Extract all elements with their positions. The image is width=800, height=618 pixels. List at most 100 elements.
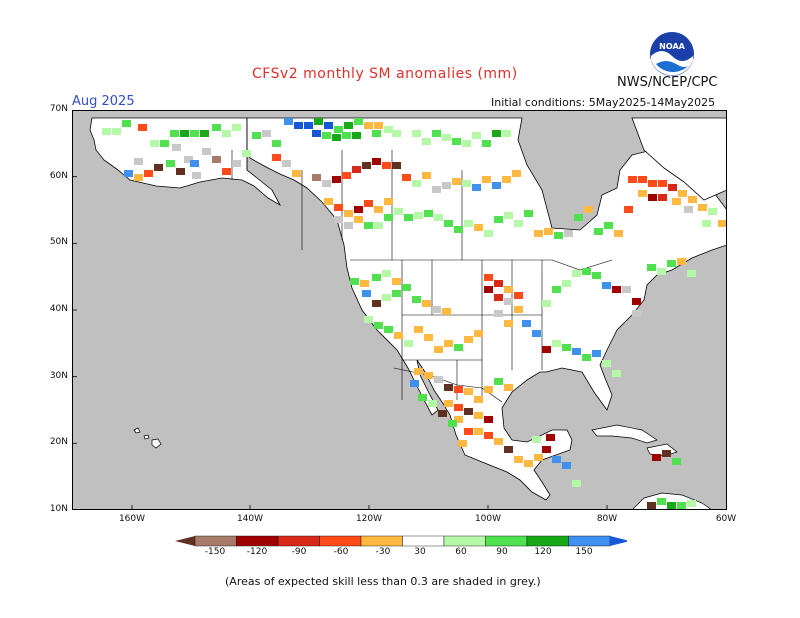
anomaly-cell (592, 272, 601, 279)
initial-conditions-label: Initial conditions: 5May2025-14May2025 (491, 96, 716, 109)
anomaly-cell (494, 438, 503, 445)
colorbar (175, 535, 627, 547)
anomaly-cell (542, 346, 551, 353)
anomaly-cell (272, 140, 281, 147)
anomaly-cell (354, 216, 363, 223)
anomaly-cell (412, 180, 421, 187)
anomaly-cell (584, 206, 593, 213)
anomaly-cell (414, 368, 423, 375)
anomaly-cell (454, 386, 463, 393)
cuba-landmass (591, 424, 658, 444)
anomaly-cell (532, 436, 541, 443)
anomaly-cell (454, 404, 463, 411)
anomaly-cell (562, 280, 571, 287)
anomaly-cell (622, 286, 631, 293)
anomaly-cell (190, 130, 199, 137)
anomaly-cell (472, 132, 481, 139)
anomaly-cell (444, 384, 453, 391)
anomaly-cell (334, 204, 343, 211)
anomaly-cell (484, 274, 493, 281)
lon-label-80w: 80W (596, 514, 618, 524)
anomaly-cell (484, 416, 493, 423)
anomaly-cell (657, 498, 666, 505)
valid-month-label: Aug 2025 (72, 94, 135, 109)
anomaly-cell (364, 122, 373, 129)
anomaly-cell (662, 450, 671, 457)
anomaly-cell (418, 394, 427, 401)
anomaly-cell (667, 260, 676, 267)
anomaly-cell (170, 130, 179, 137)
anomaly-cell (474, 412, 483, 419)
anomaly-cell (362, 290, 371, 297)
anomaly-cell (384, 198, 393, 205)
lon-label-60w: 60W (715, 514, 737, 524)
anomaly-cell (514, 456, 523, 463)
lat-label-60n: 60N (49, 171, 68, 181)
anomaly-cell (628, 176, 637, 183)
anomaly-cell (190, 160, 199, 167)
anomaly-cell (474, 224, 483, 231)
anomaly-cell (464, 388, 473, 395)
anomaly-cell (402, 174, 411, 181)
lon-label-160w: 160W (118, 514, 146, 524)
anomaly-cell (432, 130, 441, 137)
anomaly-cell (452, 178, 461, 185)
anomaly-cell (494, 280, 503, 287)
colorbar-label: 120 (534, 547, 552, 557)
anomaly-cell (542, 300, 551, 307)
anomaly-cell (422, 300, 431, 307)
lat-label-40n: 40N (49, 304, 68, 314)
anomaly-cell (582, 354, 591, 361)
anomaly-cell (444, 400, 453, 407)
anomaly-cell (432, 186, 441, 193)
anomaly-cell (154, 164, 163, 171)
anomaly-cell (464, 428, 473, 435)
lat-label-70n: 70N (49, 104, 68, 114)
anomaly-cell (482, 140, 491, 147)
anomaly-cell (484, 432, 493, 439)
anomaly-cell (544, 228, 553, 235)
anomaly-cell (404, 214, 413, 221)
anomaly-cell (514, 306, 523, 313)
anomaly-cell (474, 396, 483, 403)
anomaly-cell (304, 122, 313, 129)
anomaly-cell (632, 298, 641, 305)
anomaly-cell (648, 180, 657, 187)
anomaly-cell (648, 194, 657, 201)
anomaly-cell (412, 296, 421, 303)
anomaly-cell (332, 134, 341, 141)
anomaly-cell (402, 284, 411, 291)
anomaly-cell (374, 206, 383, 213)
anomaly-cell (428, 400, 437, 407)
anomaly-cell (672, 198, 681, 205)
anomaly-cell (392, 130, 401, 137)
anomaly-cell (422, 138, 431, 145)
anomaly-cell (352, 166, 361, 173)
colorbar-segment (402, 535, 445, 547)
anomaly-cell (384, 214, 393, 221)
anomaly-cell (504, 320, 513, 327)
anomaly-cell (384, 326, 393, 333)
anomaly-cell (202, 148, 211, 155)
anomaly-cell (492, 130, 501, 137)
anomaly-cell (572, 348, 581, 355)
anomaly-cell (364, 200, 373, 207)
anomaly-cell (432, 306, 441, 313)
anomaly-cell (514, 292, 523, 299)
anomaly-cell (542, 446, 551, 453)
anomaly-cell (414, 212, 423, 219)
anomaly-cell (382, 162, 391, 169)
anomaly-cell (150, 140, 159, 147)
anomaly-cell (392, 278, 401, 285)
anomaly-cells (102, 118, 727, 509)
anomaly-cell (698, 204, 707, 211)
anomaly-cell (444, 340, 453, 347)
anomaly-cell (494, 294, 503, 301)
anomaly-cell (562, 462, 571, 469)
anomaly-cell (512, 170, 521, 177)
colorbar-label: 30 (414, 547, 426, 557)
anomaly-cell (462, 180, 471, 187)
anomaly-cell (252, 132, 261, 139)
anomaly-cell (658, 180, 667, 187)
anomaly-cell (534, 230, 543, 237)
